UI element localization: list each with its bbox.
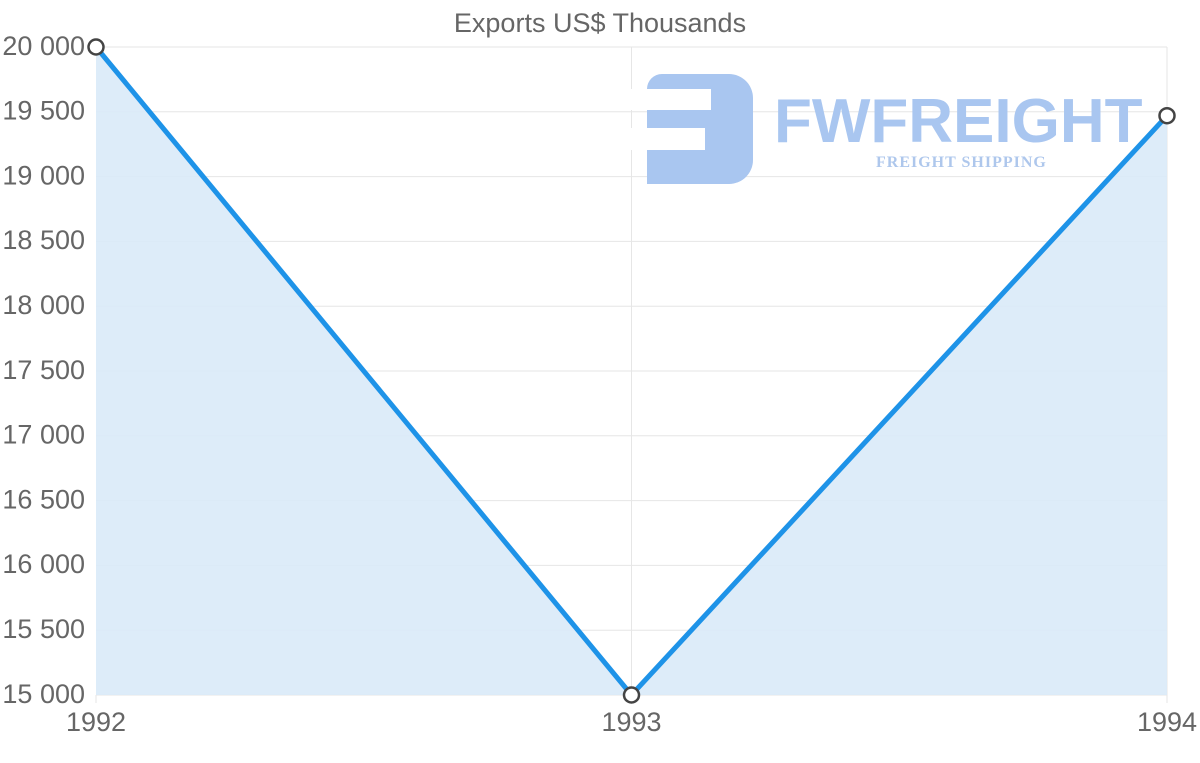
svg-text:1994: 1994 <box>1137 707 1197 737</box>
svg-text:19 000: 19 000 <box>2 160 85 190</box>
svg-text:15 500: 15 500 <box>2 614 85 644</box>
svg-text:17 500: 17 500 <box>2 355 85 385</box>
svg-text:17 000: 17 000 <box>2 420 85 450</box>
svg-text:1993: 1993 <box>601 707 661 737</box>
svg-text:18 500: 18 500 <box>2 225 85 255</box>
svg-text:19 500: 19 500 <box>2 96 85 126</box>
svg-text:16 000: 16 000 <box>2 549 85 579</box>
svg-text:15 000: 15 000 <box>2 679 85 709</box>
svg-text:1992: 1992 <box>66 707 126 737</box>
svg-text:16 500: 16 500 <box>2 484 85 514</box>
svg-text:18 000: 18 000 <box>2 290 85 320</box>
